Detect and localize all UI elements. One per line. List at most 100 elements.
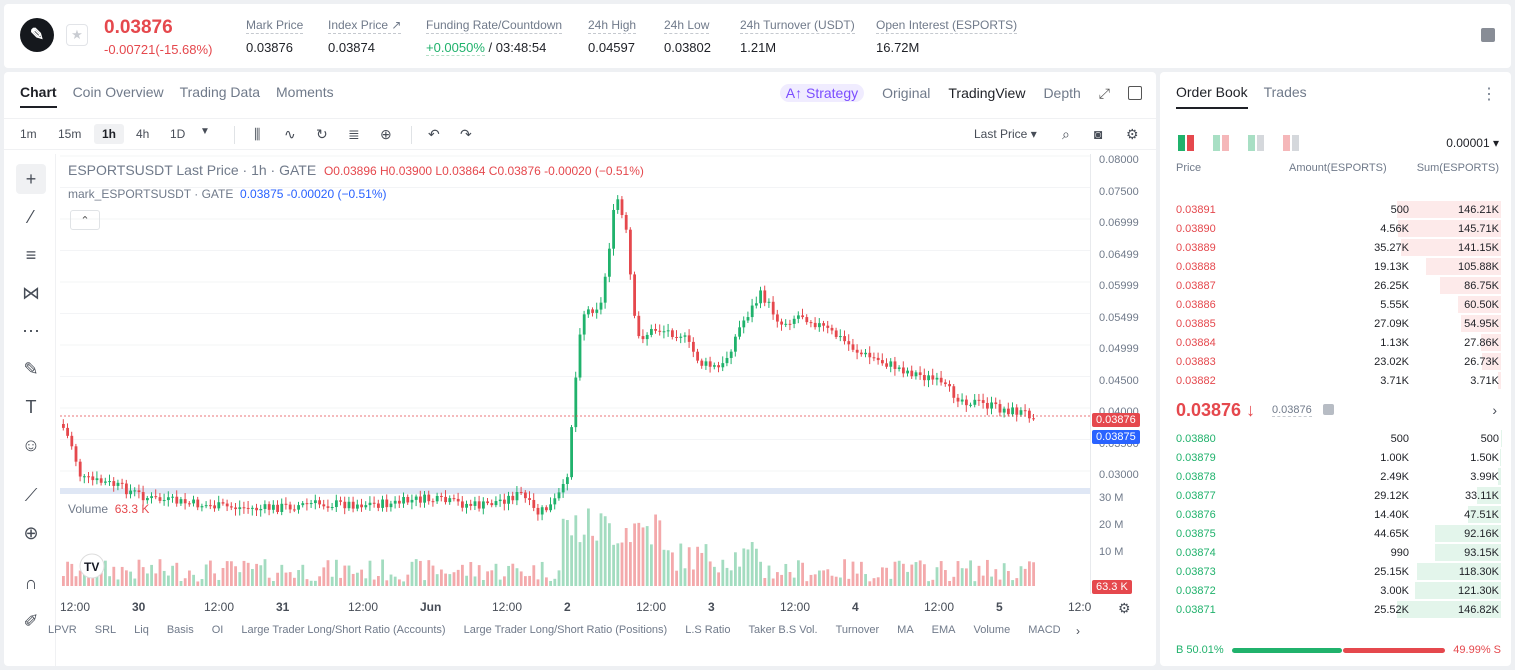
brush-icon[interactable]: ✎: [23, 358, 39, 379]
price-axis[interactable]: 0.08000 0.07500 0.06999 0.06499 0.05999 0.054…: [1090, 154, 1156, 594]
orderbook-row[interactable]: 0.03890 4.56K 145.71K: [1160, 219, 1511, 238]
tab-chart[interactable]: Chart: [20, 84, 57, 108]
gear-icon[interactable]: ⚙: [1126, 126, 1139, 142]
orderbook-row[interactable]: 0.03889 35.27K 141.15K: [1160, 238, 1511, 257]
tab-strategy[interactable]: A↑ Strategy: [779, 84, 865, 102]
magnet-icon[interactable]: ∩: [24, 572, 38, 593]
timeframe-1m[interactable]: 1m: [20, 127, 37, 141]
orderbook-row[interactable]: 0.03886 5.55K 60.50K: [1160, 295, 1511, 314]
view-asks-icon[interactable]: [1213, 135, 1230, 151]
candle-type-icon[interactable]: ⫼: [254, 126, 261, 142]
pencil-lock-icon[interactable]: ✐: [23, 610, 39, 631]
indicator-5[interactable]: Large Trader Long/Short Ratio (Accounts): [241, 624, 446, 636]
settings-list-icon[interactable]: ≣: [348, 126, 360, 142]
stat-label[interactable]: Index Price ↗: [328, 18, 402, 34]
view-bids-icon[interactable]: [1248, 135, 1265, 151]
trendline-icon[interactable]: ⁄: [29, 206, 33, 227]
search-icon[interactable]: ⌕: [1062, 126, 1070, 142]
indicator-12[interactable]: Volume: [973, 624, 1011, 636]
stat-label[interactable]: Funding Rate/Countdown: [426, 18, 563, 34]
orderbook-row[interactable]: 0.03876 14.40K 47.51K: [1160, 505, 1511, 524]
view-sells-icon[interactable]: [1283, 135, 1300, 151]
indicator-6[interactable]: Large Trader Long/Short Ratio (Positions…: [463, 624, 668, 636]
indicator-4[interactable]: OI: [211, 624, 224, 636]
indicator-icon[interactable]: ∿: [284, 126, 296, 142]
stat-label[interactable]: 24h High: [588, 18, 637, 34]
pattern-icon[interactable]: ⋈: [22, 282, 40, 303]
timeframe-1D[interactable]: 1D: [170, 127, 186, 141]
view-both-icon[interactable]: [1178, 135, 1195, 151]
tick-size-select[interactable]: 0.00001 ▾: [1446, 136, 1499, 150]
orderbook-row[interactable]: 0.03880 500 500: [1160, 429, 1511, 448]
orderbook-row[interactable]: 0.03879 1.00K 1.50K: [1160, 448, 1511, 467]
window-icon[interactable]: [1128, 86, 1142, 100]
redo-icon[interactable]: ↷: [460, 126, 472, 142]
refresh-icon[interactable]: ↻: [316, 126, 328, 142]
fib-icon[interactable]: ⋯: [22, 320, 40, 341]
orderbook-row[interactable]: 0.03883 23.02K 26.73K: [1160, 352, 1511, 371]
orderbook-row[interactable]: 0.03874 990 93.15K: [1160, 543, 1511, 562]
text-icon[interactable]: T: [25, 396, 37, 417]
tab-original[interactable]: Original: [882, 85, 931, 101]
orderbook-row[interactable]: 0.03871 25.52K 146.82K: [1160, 600, 1511, 619]
tab-trades[interactable]: Trades: [1263, 84, 1307, 100]
tab-depth[interactable]: Depth: [1043, 85, 1081, 101]
orderbook-row[interactable]: 0.03887 26.25K 86.75K: [1160, 276, 1511, 295]
tab-moments[interactable]: Moments: [276, 84, 334, 100]
orderbook-row[interactable]: 0.03884 1.13K 27.86K: [1160, 333, 1511, 352]
orderbook-row[interactable]: 0.03872 3.00K 121.30K: [1160, 581, 1511, 600]
tab-trading-data[interactable]: Trading Data: [179, 84, 261, 100]
chevron-down-icon[interactable]: ▼: [200, 126, 210, 137]
stat-label[interactable]: 24h Turnover (USDT): [740, 18, 855, 34]
expand-icon[interactable]: ⤢: [1098, 84, 1110, 101]
row-amount: 5.55K: [1380, 299, 1409, 311]
more-icon[interactable]: ⋮: [1481, 86, 1497, 103]
tab-order-book[interactable]: Order Book: [1176, 84, 1248, 109]
gear-icon[interactable]: ⚙: [1118, 600, 1131, 616]
chevron-right-icon[interactable]: ›: [1492, 402, 1497, 418]
horizontal-lines-icon[interactable]: ≡: [25, 244, 37, 265]
indicator-1[interactable]: SRL: [94, 624, 117, 636]
indicator-8[interactable]: Taker B.S Vol.: [748, 624, 818, 636]
timeframe-4h[interactable]: 4h: [136, 127, 150, 141]
indicator-2[interactable]: Liq: [134, 624, 149, 636]
orderbook-row[interactable]: 0.03882 3.71K 3.71K: [1160, 371, 1511, 390]
crosshair-icon[interactable]: +: [16, 164, 46, 194]
indicator-0[interactable]: LPVR: [48, 624, 77, 636]
zoom-in-icon[interactable]: ⊕: [23, 522, 39, 543]
orderbook-row[interactable]: 0.03873 25.15K 118.30K: [1160, 562, 1511, 581]
chevron-right-icon[interactable]: ›: [1076, 624, 1080, 638]
orderbook-row[interactable]: 0.03877 29.12K 33.11K: [1160, 486, 1511, 505]
orderbook-row[interactable]: 0.03888 19.13K 105.88K: [1160, 257, 1511, 276]
emoji-icon[interactable]: ☺: [21, 434, 41, 455]
price-type-select[interactable]: Last Price ▾: [974, 127, 1037, 141]
orderbook-row[interactable]: 0.03885 27.09K 54.95K: [1160, 314, 1511, 333]
indicator-9[interactable]: Turnover: [835, 624, 880, 636]
stat-label[interactable]: Mark Price: [246, 18, 304, 34]
add-indicator-icon[interactable]: ⊕: [380, 126, 392, 142]
orderbook-row[interactable]: 0.03891 500 146.21K: [1160, 200, 1511, 219]
indicator-10[interactable]: MA: [897, 624, 914, 636]
indicator-13[interactable]: MACD: [1028, 624, 1061, 636]
collapse-legend-button[interactable]: ⌃: [70, 210, 100, 230]
stat-label[interactable]: Open Interest (ESPORTS): [876, 18, 1018, 34]
orderbook-row[interactable]: 0.03875 44.65K 92.16K: [1160, 524, 1511, 543]
indicator-3[interactable]: Basis: [166, 624, 194, 636]
timeframe-1h[interactable]: 1h: [94, 124, 125, 144]
time-axis[interactable]: 12:00 30 12:00 31 12:00 Jun 12:00 2 12:00 3 12:00 4…: [60, 600, 1091, 618]
tab-tradingview[interactable]: TradingView: [948, 85, 1026, 101]
orderbook-row[interactable]: 0.03878 2.49K 3.99K: [1160, 467, 1511, 486]
candle-body: [221, 502, 225, 504]
timeframe-15m[interactable]: 15m: [58, 127, 82, 141]
indicator-11[interactable]: EMA: [931, 624, 956, 636]
book-icon[interactable]: [1481, 28, 1495, 42]
indicator-7[interactable]: L.S Ratio: [685, 624, 731, 636]
undo-icon[interactable]: ↶: [428, 126, 440, 142]
camera-icon[interactable]: ◙: [1094, 126, 1103, 142]
volume-bar: [557, 570, 561, 586]
candlestick-chart[interactable]: TV: [60, 154, 1090, 594]
tab-coin-overview[interactable]: Coin Overview: [72, 84, 164, 100]
ruler-icon[interactable]: ⟋: [24, 484, 38, 505]
stat-label[interactable]: 24h Low: [664, 18, 710, 34]
favorite-star-icon[interactable]: ★: [66, 24, 88, 46]
